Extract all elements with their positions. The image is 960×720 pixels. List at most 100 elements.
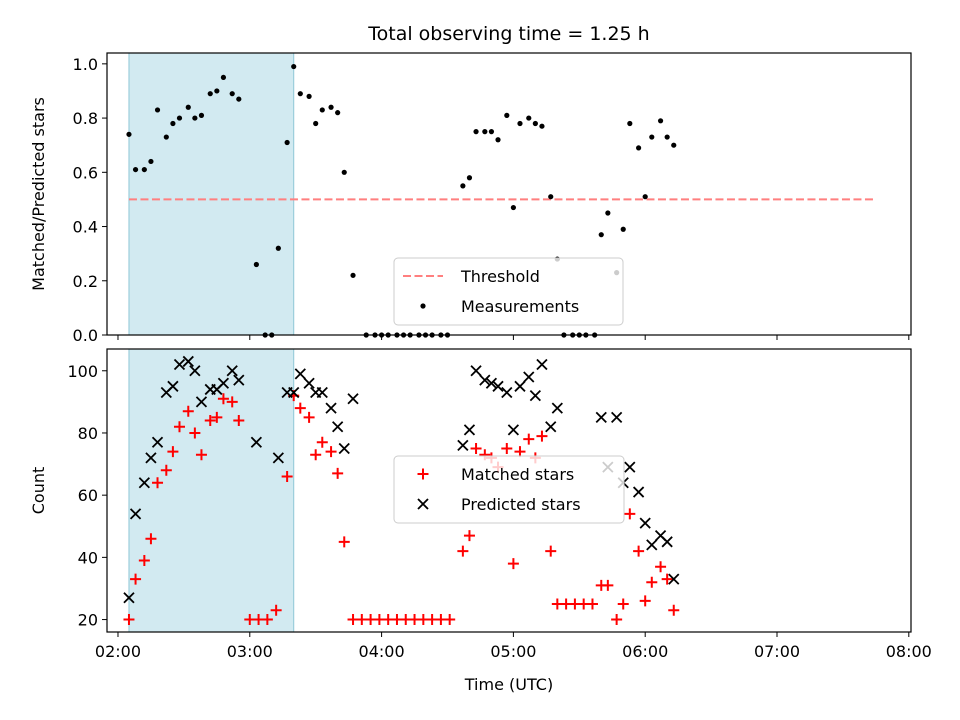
x-tick-label: 05:00 — [490, 642, 536, 661]
data-point — [130, 573, 142, 585]
data-point — [182, 355, 194, 368]
data-point — [270, 604, 282, 616]
data-point — [457, 545, 469, 557]
data-point — [335, 110, 341, 116]
data-point — [151, 436, 164, 448]
data-point — [633, 545, 645, 557]
data-point — [163, 134, 169, 140]
data-point — [176, 115, 183, 121]
x-axis-title: Time (UTC) — [464, 675, 553, 694]
data-point — [617, 598, 629, 610]
y-tick-label: 0.4 — [73, 218, 98, 237]
data-point — [655, 561, 667, 573]
data-point — [189, 427, 201, 439]
data-point — [551, 402, 563, 414]
data-point — [649, 134, 655, 140]
data-point — [463, 530, 475, 542]
data-point — [661, 536, 673, 548]
data-point — [341, 169, 347, 175]
data-point — [123, 592, 135, 604]
x-tick-label: 06:00 — [622, 642, 668, 661]
data-point — [319, 107, 325, 113]
data-point — [325, 446, 337, 458]
data-point — [646, 539, 658, 551]
data-point — [466, 175, 473, 181]
data-point — [138, 477, 150, 489]
legend-label: Measurements — [461, 297, 579, 316]
data-point — [460, 183, 466, 189]
data-point — [211, 411, 223, 423]
data-point — [303, 377, 315, 389]
y-tick-label: 0.0 — [73, 326, 98, 345]
data-point — [217, 377, 230, 389]
data-point — [668, 573, 680, 585]
data-point — [495, 137, 501, 143]
data-point — [233, 374, 245, 386]
data-point — [605, 210, 611, 216]
data-point — [291, 63, 297, 70]
data-point — [457, 439, 469, 452]
x-tick-label: 04:00 — [359, 642, 405, 661]
data-point — [338, 442, 350, 455]
y-tick-label: 60 — [78, 486, 98, 505]
legend: Matched stars Predicted stars — [393, 455, 625, 524]
data-point — [182, 405, 194, 417]
data-point — [504, 112, 510, 118]
data-point — [129, 508, 142, 520]
data-point — [123, 614, 135, 626]
y-axis-title: Matched/Predicted stars — [29, 97, 48, 291]
data-point — [470, 443, 482, 455]
data-point — [195, 449, 207, 461]
y-tick-label: 1.0 — [73, 55, 98, 74]
data-point — [294, 368, 306, 380]
data-point — [306, 93, 312, 99]
bottom-panel: 20 40 60 80 100 02:00 03:00 04:00 05:00 06:00 07:0… — [29, 348, 932, 661]
data-point — [632, 486, 645, 498]
shaded-interval — [128, 52, 295, 336]
data-point — [226, 365, 238, 377]
data-point — [152, 477, 164, 489]
data-point — [160, 464, 172, 476]
data-point — [350, 272, 356, 278]
data-point — [485, 377, 498, 389]
data-point — [154, 107, 161, 113]
data-point — [313, 120, 319, 127]
data-point — [548, 194, 554, 200]
data-point — [517, 120, 523, 127]
y-tick-label: 40 — [78, 548, 98, 567]
data-point — [294, 402, 306, 414]
legend-swatch-matched — [417, 468, 429, 480]
data-point — [479, 374, 491, 386]
data-point — [132, 166, 139, 173]
data-point — [624, 508, 636, 520]
data-point — [444, 614, 456, 626]
data-point — [514, 380, 526, 392]
data-point — [602, 579, 614, 591]
legend-label: Matched stars — [461, 465, 574, 484]
legend: Threshold Measurements — [393, 257, 624, 326]
data-point — [526, 115, 532, 121]
data-point — [668, 604, 680, 616]
data-point — [523, 371, 535, 383]
data-point — [236, 96, 242, 102]
data-point — [539, 123, 545, 129]
data-point — [198, 112, 205, 118]
data-point — [141, 166, 147, 173]
data-point — [204, 415, 216, 427]
data-point — [275, 245, 281, 251]
data-point — [297, 91, 303, 97]
data-point — [611, 614, 623, 626]
data-point — [482, 129, 488, 135]
data-point — [328, 104, 334, 110]
data-point — [226, 396, 238, 408]
x-tick-label: 08:00 — [886, 642, 932, 661]
y-tick-label: 20 — [78, 611, 98, 630]
data-point — [510, 204, 516, 211]
data-point — [195, 396, 208, 408]
data-point — [170, 120, 176, 127]
data-point — [288, 386, 300, 399]
data-point — [470, 365, 482, 377]
data-point — [173, 421, 185, 433]
y-axis-title: Count — [29, 467, 48, 515]
